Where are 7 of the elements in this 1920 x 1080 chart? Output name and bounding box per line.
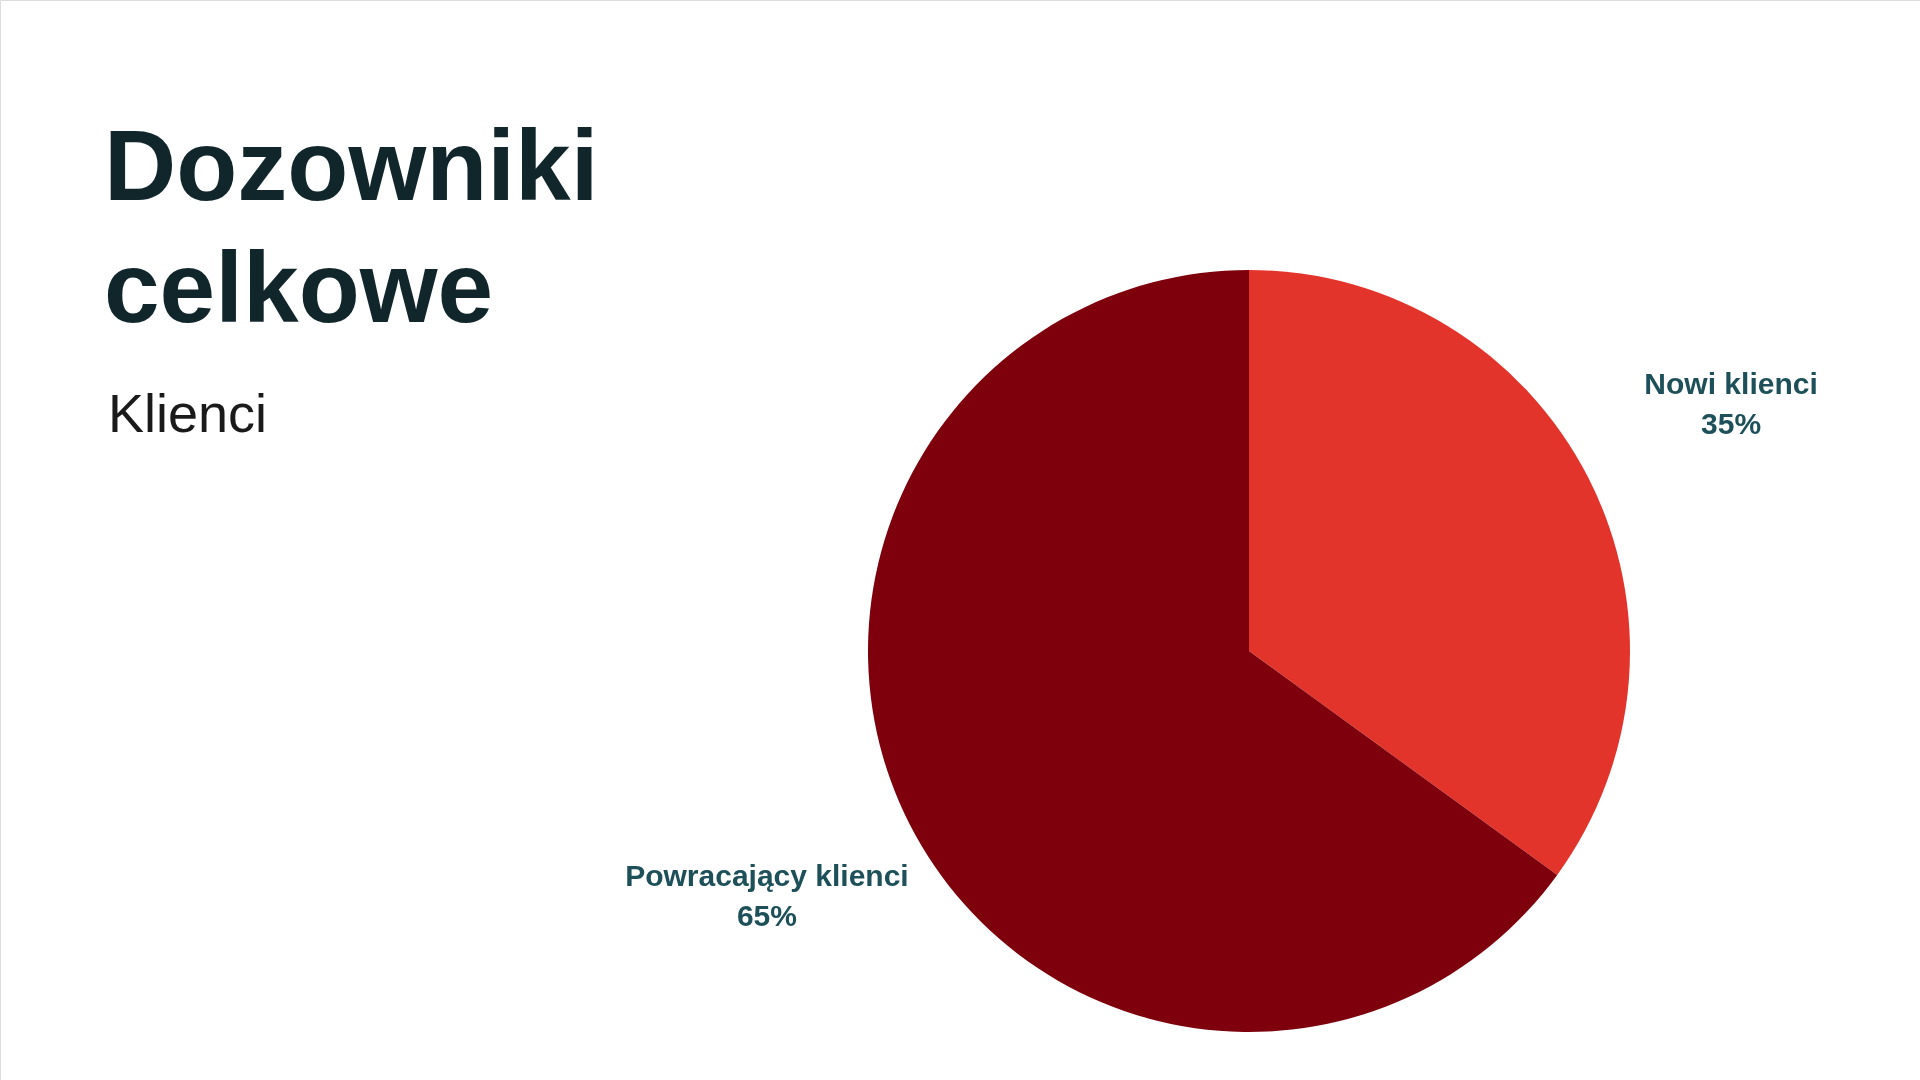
data-label: 65% (736, 898, 797, 932)
slice-label: Nowi klienci (1644, 367, 1818, 401)
data-label: 35% (1701, 407, 1762, 441)
slice-label: Powracający klienci (625, 858, 909, 892)
text: Klienci (108, 383, 268, 443)
chart-title: Dozowniki celkowe (104, 109, 599, 343)
pie-slice (1249, 270, 1630, 875)
